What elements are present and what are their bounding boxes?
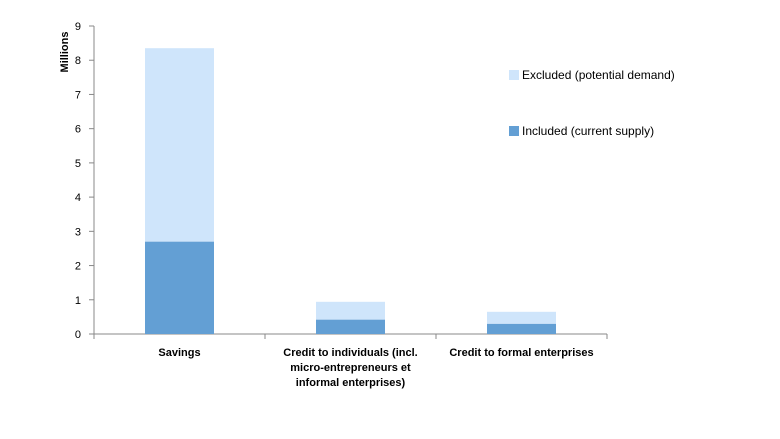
x-axis bbox=[93, 333, 608, 339]
bar-excluded-1 bbox=[316, 301, 385, 320]
y-axis-title: Millions bbox=[59, 32, 71, 73]
category-label-line: Savings bbox=[158, 347, 200, 359]
bar-excluded-2 bbox=[487, 311, 556, 324]
y-tick-label: 8 bbox=[75, 55, 81, 67]
category-label-line: informal enterprises) bbox=[296, 377, 406, 389]
bar-included-1 bbox=[316, 319, 385, 334]
legend-swatch-excluded bbox=[509, 70, 519, 80]
category-label-line: micro-entrepreneurs et bbox=[290, 362, 411, 374]
y-tick-label: 9 bbox=[75, 21, 81, 33]
y-tick-label: 6 bbox=[75, 124, 81, 136]
y-tick-label: 0 bbox=[75, 329, 81, 341]
category-label-line: Credit to formal enterprises bbox=[449, 347, 593, 359]
y-tick-label: 4 bbox=[75, 192, 81, 204]
legend-swatch-included bbox=[509, 126, 519, 136]
legend-label-included: Included (current supply) bbox=[522, 124, 654, 138]
y-tick-label: 1 bbox=[75, 295, 81, 307]
bar-excluded-0 bbox=[145, 48, 214, 242]
category-label-0: Savings bbox=[158, 347, 200, 359]
y-tick-label: 5 bbox=[75, 158, 81, 170]
category-label-line: Credit to individuals (incl. bbox=[283, 347, 417, 359]
category-labels: Savings Credit to individuals (incl. micro… bbox=[158, 347, 593, 389]
bars bbox=[145, 48, 556, 334]
legend: Excluded (potential demand) Included (cur… bbox=[509, 68, 675, 138]
y-axis: 0 1 2 3 4 5 6 7 8 9 bbox=[75, 21, 95, 341]
category-label-2: Credit to formal enterprises bbox=[449, 347, 593, 359]
y-tick-label: 3 bbox=[75, 226, 81, 238]
category-label-1: Credit to individuals (incl. micro-entrep… bbox=[283, 347, 417, 389]
y-tick-label: 7 bbox=[75, 89, 81, 101]
bar-included-0 bbox=[145, 241, 214, 334]
legend-label-excluded: Excluded (potential demand) bbox=[522, 68, 675, 82]
bar-included-2 bbox=[487, 323, 556, 334]
y-tick-label: 2 bbox=[75, 261, 81, 273]
